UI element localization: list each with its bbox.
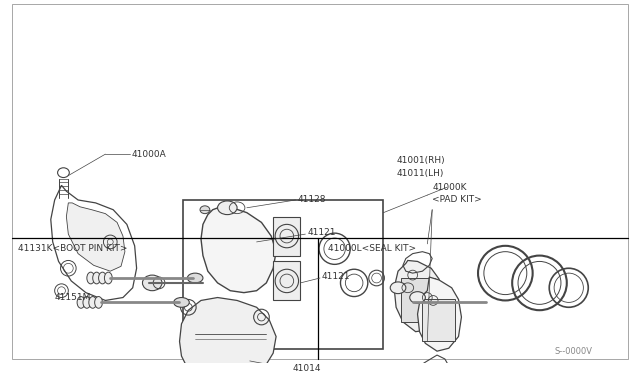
- Polygon shape: [417, 277, 461, 351]
- Text: S--0000V: S--0000V: [554, 347, 592, 356]
- Text: 41128: 41128: [298, 195, 326, 205]
- Polygon shape: [394, 260, 442, 332]
- Ellipse shape: [410, 292, 426, 304]
- Ellipse shape: [200, 206, 210, 214]
- Ellipse shape: [188, 273, 203, 283]
- Ellipse shape: [143, 275, 162, 291]
- Text: 41001(RH): 41001(RH): [396, 157, 445, 166]
- Polygon shape: [201, 207, 276, 293]
- Text: <PAD KIT>: <PAD KIT>: [432, 195, 482, 205]
- Ellipse shape: [104, 272, 112, 284]
- Text: 41151M: 41151M: [54, 293, 91, 302]
- Text: 41000A: 41000A: [132, 150, 166, 158]
- Ellipse shape: [93, 272, 100, 284]
- Text: 41011(LH): 41011(LH): [396, 169, 444, 178]
- Bar: [273, 217, 301, 256]
- Ellipse shape: [89, 296, 97, 308]
- Ellipse shape: [95, 296, 102, 308]
- Ellipse shape: [87, 272, 95, 284]
- Text: 41014: 41014: [292, 364, 321, 372]
- Ellipse shape: [83, 296, 91, 308]
- Ellipse shape: [218, 201, 237, 215]
- Text: 41000L<SEAL KIT>: 41000L<SEAL KIT>: [328, 244, 416, 253]
- Bar: [401, 278, 435, 322]
- Bar: [184, 200, 383, 349]
- Polygon shape: [180, 298, 276, 371]
- Bar: [273, 262, 301, 301]
- Text: 41121: 41121: [307, 228, 336, 237]
- Bar: [422, 299, 454, 341]
- Ellipse shape: [99, 272, 106, 284]
- Ellipse shape: [173, 298, 189, 307]
- Text: 41000K: 41000K: [432, 183, 467, 192]
- Polygon shape: [67, 203, 125, 271]
- Ellipse shape: [390, 282, 406, 294]
- Ellipse shape: [77, 296, 85, 308]
- Text: 41131K<BOOT PIN KIT>: 41131K<BOOT PIN KIT>: [18, 244, 127, 253]
- Text: 41121: 41121: [322, 272, 351, 280]
